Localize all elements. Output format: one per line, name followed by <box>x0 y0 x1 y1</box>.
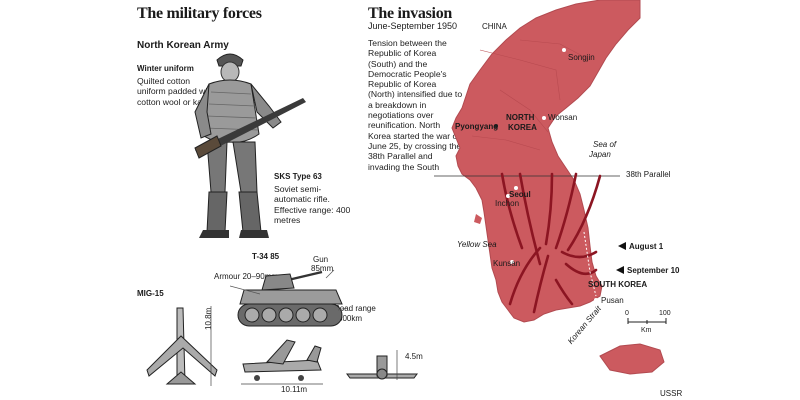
map-label-yellow-sea: Yellow Sea <box>457 240 497 249</box>
tank-road-range-value: 300km <box>338 314 363 323</box>
soldier-illustration <box>194 53 306 238</box>
uniform-callout: Winter uniform Quilted cotton uniform pa… <box>137 64 217 107</box>
map-label-kunsan: Kunsan <box>493 259 521 268</box>
tank-armour-label: Armour 20–90mm <box>214 272 279 281</box>
invasion-arrows <box>500 172 602 314</box>
military-forces-title: The military forces <box>137 5 262 22</box>
rifle-callout: SKS Type 63 Soviet semi-automatic rifle.… <box>274 172 354 225</box>
invasion-dates: June-September 1950 <box>368 21 458 31</box>
invasion-text: Tension between the Republic of Korea (S… <box>368 38 463 172</box>
jet-height: 4.5m <box>405 352 423 361</box>
island <box>599 343 665 375</box>
september-marker <box>616 266 624 274</box>
map-label-seoul: Seoul <box>509 190 531 199</box>
jet-span: 10.11m <box>281 385 308 394</box>
map-label-north-korea-1: NORTH <box>506 113 535 122</box>
tank-heading: T-34 85 <box>252 252 280 261</box>
map-label-south-korea: SOUTH KOREA <box>588 280 648 289</box>
jet-top-view <box>146 307 218 385</box>
map-label-songjin: Songjin <box>568 53 595 62</box>
terrain-lines <box>471 39 591 151</box>
map-label-pusan: Pusan <box>601 296 624 305</box>
jet-heading: MIG-15 <box>137 289 164 298</box>
jet-side-view <box>346 355 418 380</box>
land-mass <box>451 0 641 323</box>
jet-front-view <box>242 339 322 381</box>
pusan-dot <box>594 298 598 302</box>
songjin-dot <box>562 48 566 52</box>
invasion-title: The invasion <box>368 5 452 22</box>
map-label-china: China <box>482 22 507 31</box>
map-label-september-10: September 10 <box>627 266 680 275</box>
wonsan-dot <box>542 116 546 120</box>
map-label-pyongyang: Pyongyang <box>455 122 499 131</box>
pyongyang-dot <box>494 124 498 128</box>
korea-map <box>434 0 667 375</box>
august-marker <box>618 242 626 250</box>
kunsan-dot <box>510 260 514 264</box>
tank-illustration <box>230 269 347 327</box>
army-label: North Korean Army <box>137 40 229 51</box>
map-label-north-korea-2: KOREA <box>508 123 537 132</box>
inchon-dot <box>506 194 510 198</box>
map-label-sea-of-japan-1: Sea of <box>593 140 617 149</box>
scale-hundred: 100 <box>659 310 671 317</box>
map-label-inchon: Inchon <box>495 199 520 208</box>
map-label-ussr: USSR <box>660 389 683 398</box>
map-label-38th-parallel: 38th Parallel <box>626 170 671 179</box>
front-line <box>583 231 597 297</box>
uniform-text: Quilted cotton uniform padded with cotto… <box>137 76 216 107</box>
tank-gun-size: 85mm <box>311 264 334 273</box>
map-label-sea-of-japan-2: Japan <box>589 150 611 159</box>
scale-zero: 0 <box>625 310 629 317</box>
rifle-heading: SKS Type 63 <box>274 172 322 181</box>
tank-gun-label: Gun <box>313 255 329 264</box>
jet-illustration <box>146 306 418 386</box>
rifle-text: Soviet semi-automatic rifle. Effective r… <box>274 184 351 225</box>
uniform-heading: Winter uniform <box>137 64 194 73</box>
map-label-wonsan: Wonsan <box>548 113 578 122</box>
islet <box>474 214 482 224</box>
scale-unit: Km <box>641 327 652 334</box>
map-label-august-1: August 1 <box>629 242 664 251</box>
seoul-dot <box>514 186 518 190</box>
tank-road-range-label: Road range <box>334 304 376 313</box>
